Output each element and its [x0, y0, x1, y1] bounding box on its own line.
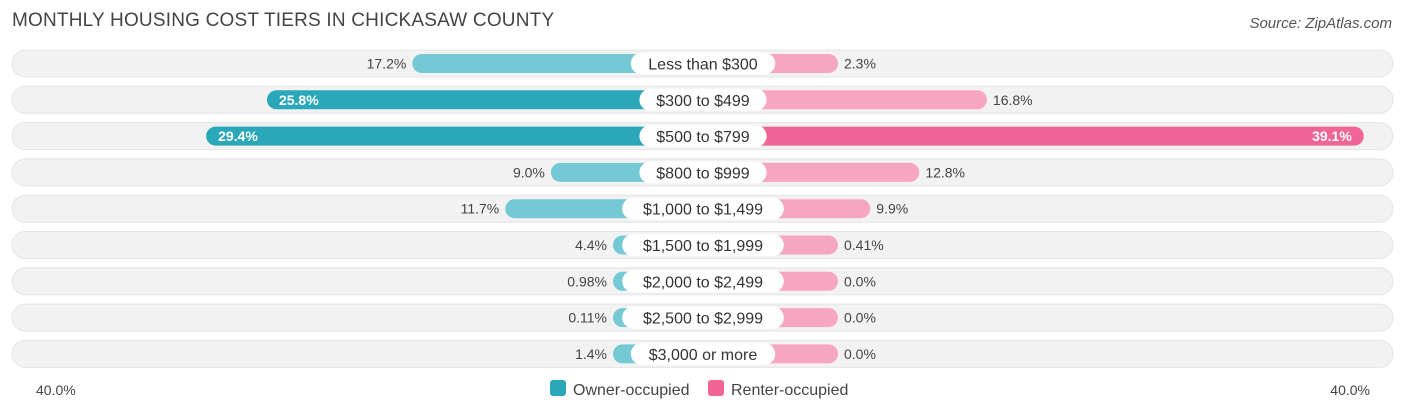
- category-pill-800-to-999: [639, 161, 767, 184]
- category-pill-500-to-799: [639, 125, 767, 148]
- owner-value-500-to-799: 29.4%: [218, 128, 258, 144]
- owner-value-300-to-499: 25.8%: [279, 92, 319, 108]
- owner-value-1-500-to-1-999: 4.4%: [575, 237, 607, 253]
- legend-label-owner: Owner-occupied: [573, 382, 690, 399]
- category-pill-1-000-to-1-499: [622, 197, 784, 220]
- category-label-1-000-to-1-499: $1,000 to $1,499: [643, 202, 763, 219]
- category-pill-2-500-to-2-999: [622, 306, 784, 329]
- category-label-less-than-300: Less than $300: [648, 57, 758, 74]
- category-pill-2-000-to-2-499: [622, 270, 784, 293]
- renter-value-2-500-to-2-999: 0.0%: [844, 310, 876, 326]
- category-pill-less-than-300: [630, 52, 776, 75]
- category-label-300-to-499: $300 to $499: [656, 93, 750, 110]
- category-label-1-500-to-1-999: $1,500 to $1,999: [643, 238, 763, 255]
- owner-value-800-to-999: 9.0%: [513, 164, 545, 180]
- chart-title: MONTHLY HOUSING COST TIERS IN CHICKASAW …: [12, 10, 555, 31]
- category-label-800-to-999: $800 to $999: [656, 165, 750, 182]
- axis-right-label: 40.0%: [1330, 382, 1370, 398]
- renter-value-300-to-499: 16.8%: [993, 92, 1033, 108]
- legend-swatch-owner: [550, 380, 566, 396]
- owner-value-2-000-to-2-499: 0.98%: [567, 273, 607, 289]
- owner-bar-500-to-799: [206, 126, 703, 146]
- renter-bar-500-to-799: [703, 126, 1364, 146]
- legend-swatch-renter: [708, 380, 724, 396]
- owner-value-3-000-or-more: 1.4%: [575, 346, 607, 362]
- legend-label-renter: Renter-occupied: [731, 382, 848, 399]
- category-pill-1-500-to-1-999: [622, 234, 784, 256]
- category-pill-3-000-or-more: [630, 342, 776, 365]
- axis-left-label: 40.0%: [36, 382, 76, 398]
- renter-value-2-000-to-2-499: 0.0%: [844, 273, 876, 289]
- category-label-500-to-799: $500 to $799: [656, 129, 750, 146]
- owner-value-2-500-to-2-999: 0.11%: [568, 310, 607, 326]
- owner-value-1-000-to-1-499: 11.7%: [461, 201, 500, 217]
- category-label-2-000-to-2-499: $2,000 to $2,499: [643, 274, 763, 291]
- renter-value-800-to-999: 12.8%: [925, 164, 965, 180]
- renter-bar-300-to-499: [703, 90, 987, 110]
- chart-source: Source: ZipAtlas.com: [1249, 15, 1392, 32]
- category-label-3-000-or-more: $3,000 or more: [649, 347, 758, 364]
- renter-value-1-000-to-1-499: 9.9%: [876, 201, 908, 217]
- renter-value-500-to-799: 39.1%: [1312, 128, 1352, 144]
- owner-bar-less-than-300: [412, 54, 703, 73]
- category-pill-300-to-499: [639, 88, 767, 111]
- renter-value-1-500-to-1-999: 0.41%: [844, 237, 884, 253]
- renter-value-less-than-300: 2.3%: [844, 56, 876, 72]
- owner-value-less-than-300: 17.2%: [367, 56, 407, 72]
- category-label-2-500-to-2-999: $2,500 to $2,999: [643, 311, 763, 328]
- renter-value-3-000-or-more: 0.0%: [844, 346, 876, 362]
- owner-bar-300-to-499: [266, 90, 703, 110]
